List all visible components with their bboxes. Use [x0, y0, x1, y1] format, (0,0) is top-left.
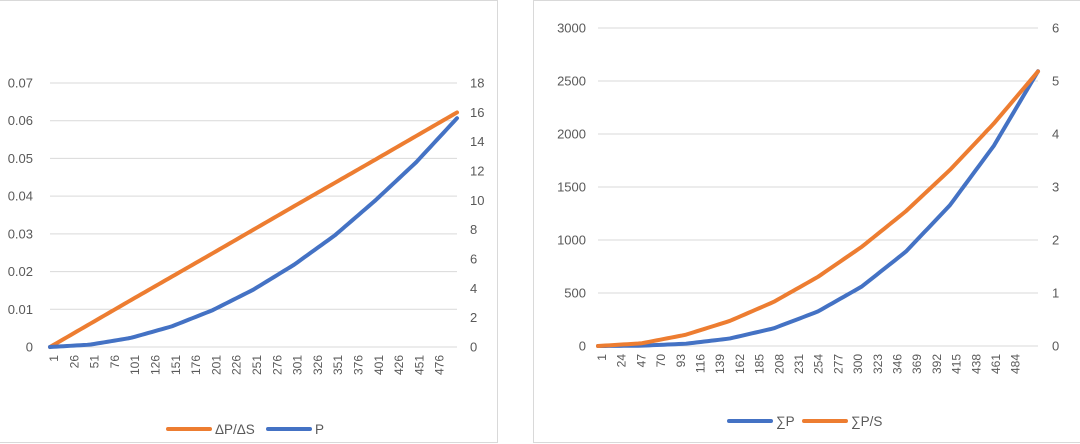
y-left-tick-label: 0.06: [8, 113, 33, 128]
x-tick-label: 151: [169, 355, 183, 375]
y-left-tick-label: 1500: [557, 180, 586, 195]
x-tick-label: 301: [291, 355, 305, 375]
y-right-tick-label: 0: [1052, 339, 1059, 354]
y-left-tick-label: 0.04: [8, 189, 33, 204]
x-tick-label: 401: [372, 355, 386, 375]
x-tick-label: 300: [851, 354, 865, 374]
x-tick-label: 346: [891, 354, 905, 374]
legend-label-1: ∑P/S: [851, 414, 882, 429]
y-right-tick-label: 4: [1052, 127, 1059, 142]
x-tick-label: 369: [910, 354, 924, 374]
x-tick-label: 476: [433, 355, 447, 375]
x-tick-label: 438: [969, 354, 983, 374]
y-right-tick-label: 12: [470, 164, 484, 179]
x-tick-label: 415: [950, 354, 964, 374]
chart-right-panel: 0 500 1000 1500 2000 2500 3000 0 1 2 3 4 5 6 1 24 47 70 93…: [533, 0, 1080, 443]
x-tick-label: 276: [270, 355, 284, 375]
y-right-tick-label: 5: [1052, 74, 1059, 89]
legend-label-0: ∑P: [776, 414, 795, 429]
x-tick-label: 24: [615, 354, 629, 368]
series-line-0: [48, 110, 459, 349]
x-tick-label: 251: [250, 355, 264, 375]
chart-left-svg: 00.010.020.030.040.050.060.0702468101214…: [8, 76, 485, 438]
y-right-tick-label: 0: [470, 340, 477, 355]
x-tick-label: 323: [871, 354, 885, 374]
series-line-0: [596, 69, 1040, 348]
x-tick-label: 277: [831, 354, 845, 374]
x-tick-label: 208: [772, 354, 786, 374]
y-left-tick-label: 0.01: [8, 302, 33, 317]
x-tick-label: 231: [792, 354, 806, 374]
x-tick-label: 116: [694, 354, 708, 373]
y-right-tick-label: 2: [1052, 233, 1059, 248]
y-right-tick-label: 14: [470, 134, 484, 149]
y-right-tick-label: 6: [470, 252, 477, 267]
series-line-1: [48, 116, 459, 349]
x-tick-label: 26: [67, 355, 81, 369]
x-tick-label: 351: [331, 355, 345, 375]
y-right-tick-label: 10: [470, 193, 484, 208]
y-right-tick-label: 16: [470, 105, 484, 120]
x-tick-label: 201: [209, 355, 223, 375]
x-tick-label: 226: [230, 355, 244, 375]
legend-label-1: P: [315, 422, 324, 437]
x-tick-label: 176: [189, 355, 203, 375]
x-tick-label: 392: [930, 354, 944, 374]
x-tick-label: 76: [108, 355, 122, 369]
y-right-tick-label: 2: [470, 310, 477, 325]
y-left-tick-label: 2500: [557, 74, 586, 89]
y-right-tick-label: 18: [470, 76, 484, 91]
y-right-tick-label: 1: [1052, 286, 1059, 301]
x-tick-label: 451: [412, 355, 426, 375]
y-left-tick-label: 0.05: [8, 151, 33, 166]
y-right-tick-label: 4: [470, 281, 477, 296]
y-left-tick-label: 0: [579, 339, 586, 354]
x-tick-label: 47: [634, 354, 648, 368]
y-left-tick-label: 0.07: [8, 76, 33, 91]
x-tick-label: 185: [753, 354, 767, 374]
x-tick-label: 162: [733, 354, 747, 374]
x-tick-label: 326: [311, 355, 325, 375]
y-left-tick-label: 0.03: [8, 226, 33, 241]
y-right-tick-label: 6: [1052, 21, 1059, 36]
x-tick-label: 1: [595, 354, 609, 361]
x-tick-label: 126: [149, 355, 163, 375]
x-tick-label: 484: [1009, 354, 1023, 374]
x-tick-label: 254: [812, 354, 826, 374]
x-tick-label: 426: [392, 355, 406, 375]
y-left-tick-label: 2000: [557, 127, 586, 142]
y-left-tick-label: 0.02: [8, 264, 33, 279]
y-left-tick-label: 500: [564, 286, 586, 301]
x-tick-label: 70: [654, 354, 668, 368]
x-tick-label: 376: [352, 355, 366, 375]
y-right-tick-label: 3: [1052, 180, 1059, 195]
chart-left-panel: 0 0.01 0.02 0.03 0.04 0.05 0.06 0.07 0 2 4 6 8 10 12 14…: [0, 0, 498, 443]
x-tick-label: 1: [47, 355, 61, 362]
x-tick-label: 461: [989, 354, 1003, 374]
series-line-1: [596, 69, 1040, 348]
x-tick-label: 139: [713, 354, 727, 374]
chart-right-svg: 0 500 1000 1500 2000 2500 3000 0 1 2 3 4 5 6 1 24 47 70 93…: [557, 21, 1059, 430]
x-tick-label: 51: [88, 355, 102, 369]
legend-label-0: ΔP/ΔS: [215, 422, 255, 437]
y-left-tick-label: 1000: [557, 233, 586, 248]
y-right-tick-label: 8: [470, 222, 477, 237]
y-left-tick-label: 3000: [557, 21, 586, 36]
x-tick-label: 93: [674, 354, 688, 368]
y-left-tick-label: 0: [26, 340, 33, 355]
x-tick-label: 101: [128, 355, 142, 375]
